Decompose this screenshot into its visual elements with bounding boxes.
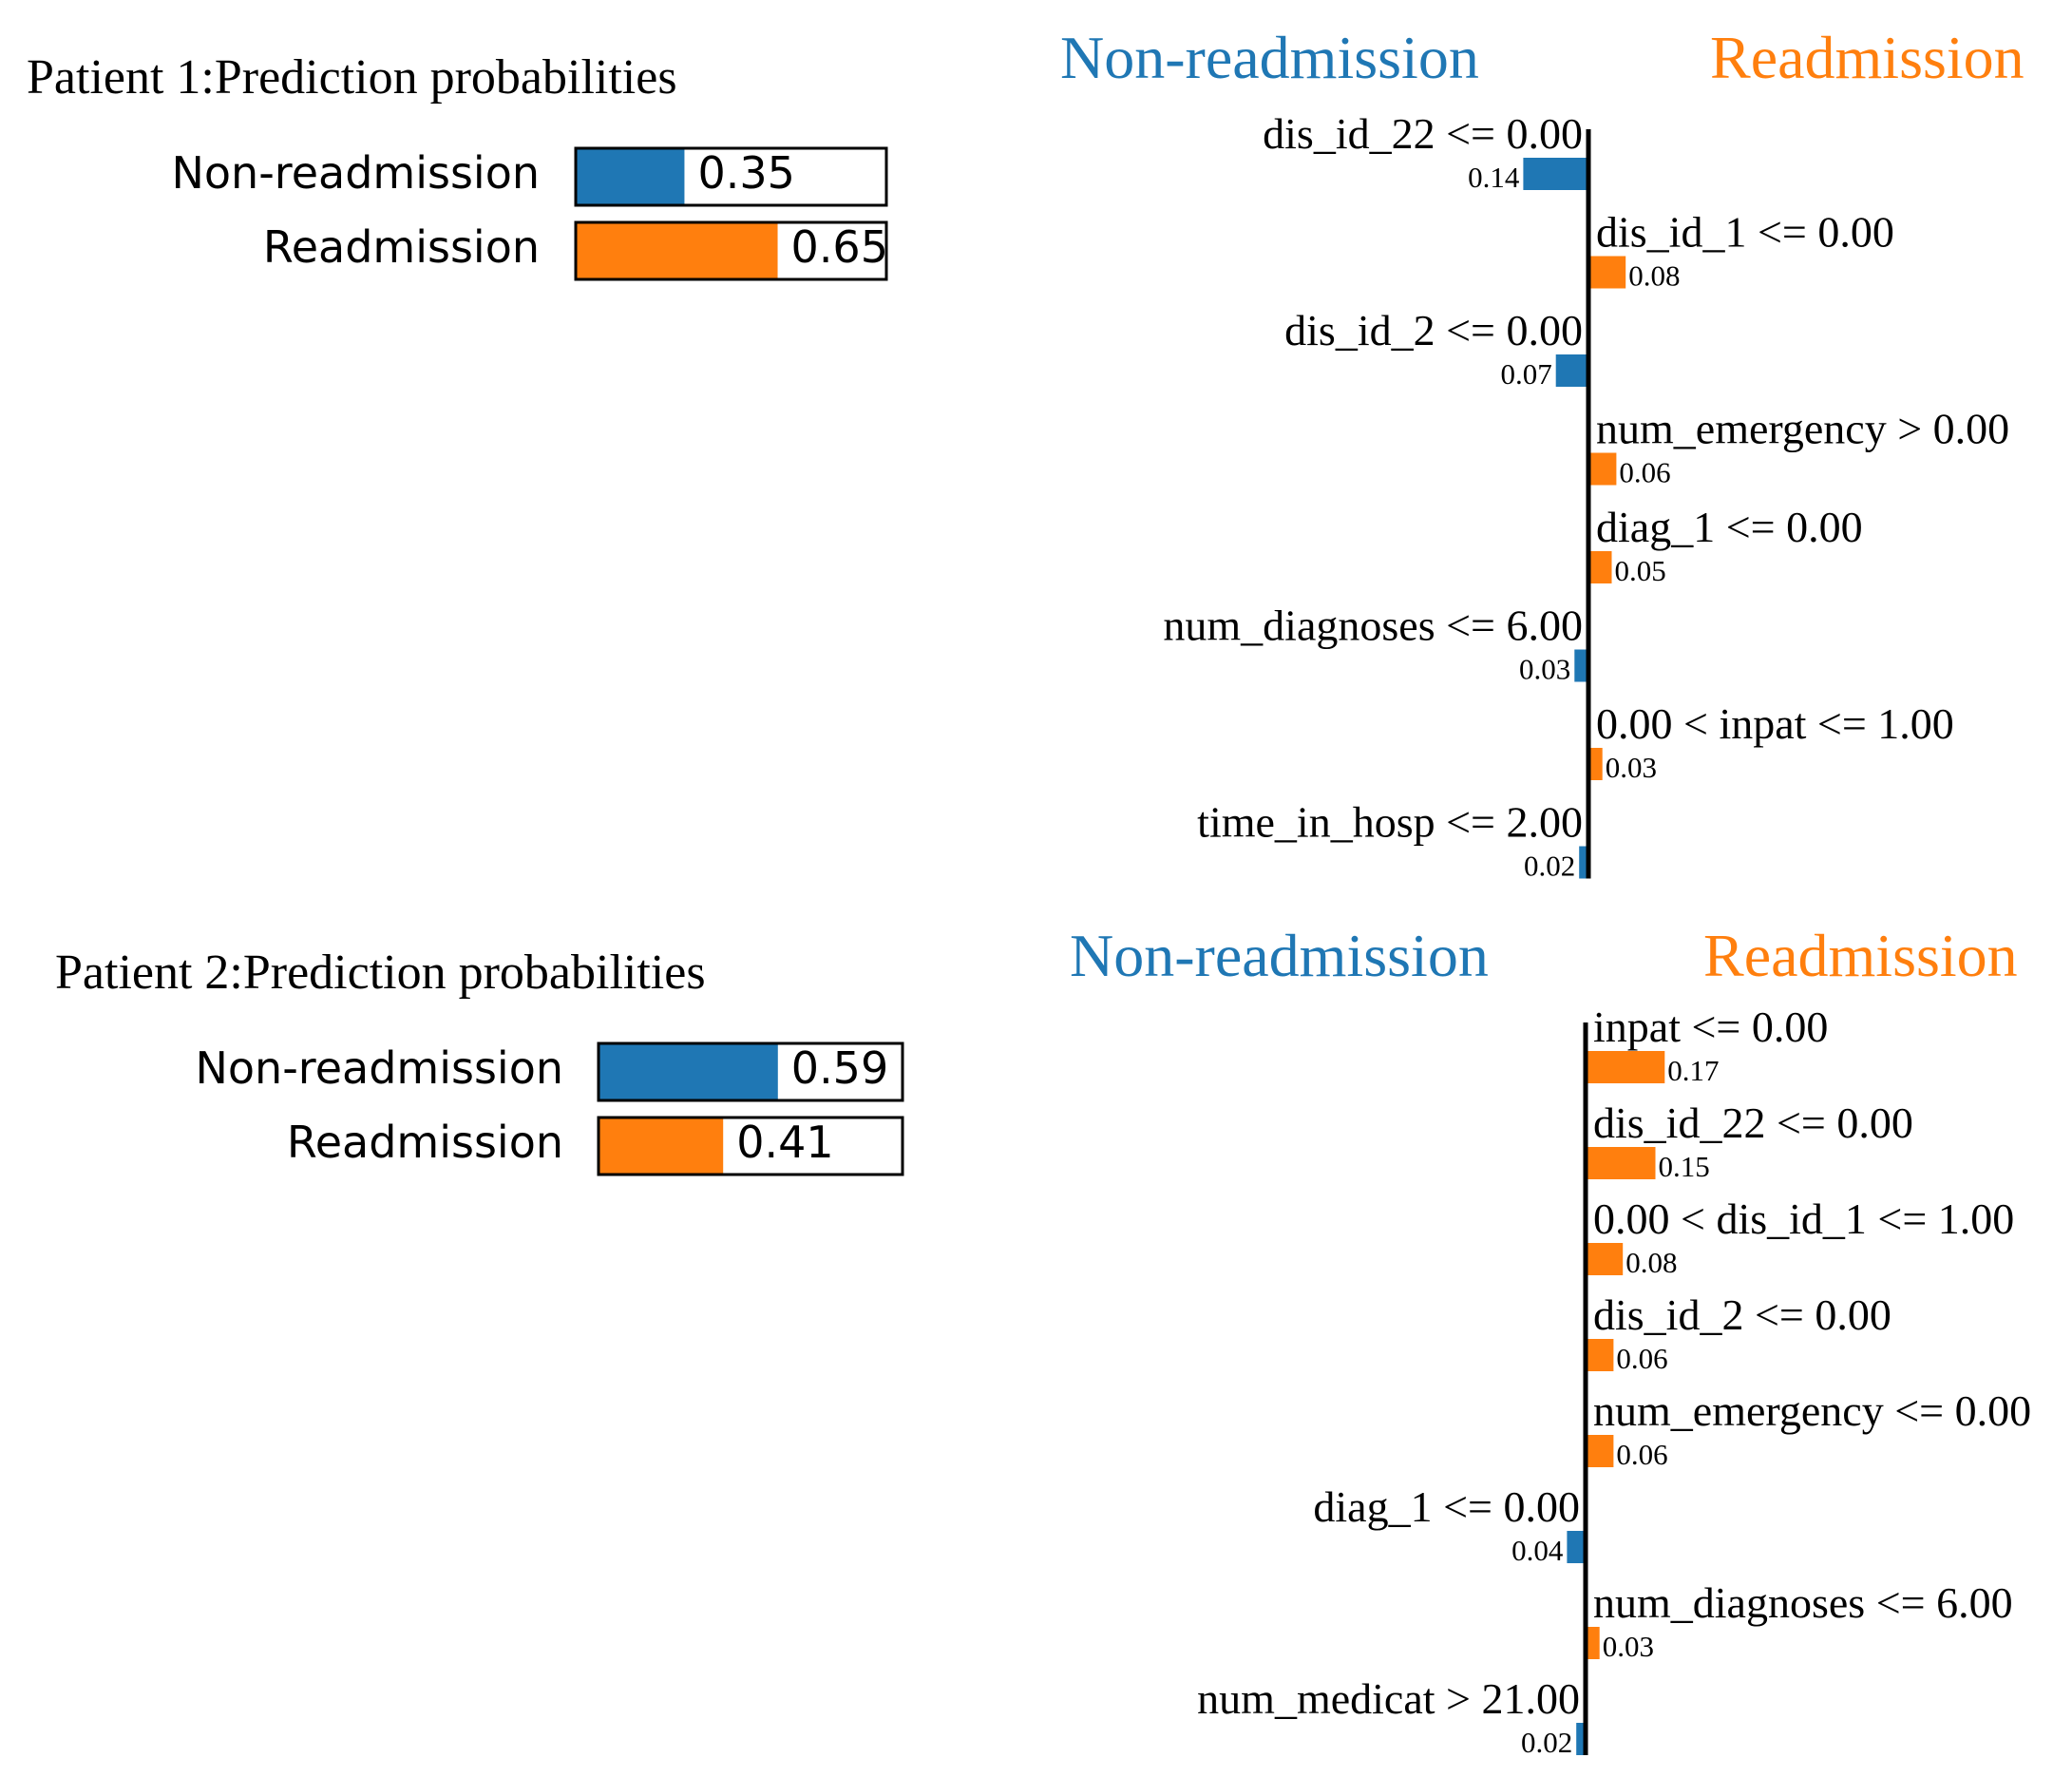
probability-value-label: 0.35 (697, 147, 794, 199)
probability-bar (599, 1044, 778, 1099)
feature-row: num_diagnoses <= 6.000.03 (1163, 602, 1588, 686)
feature-weight-value: 0.04 (1511, 1534, 1564, 1567)
probability-value-label: 0.59 (791, 1042, 888, 1094)
feature-row: diag_1 <= 0.000.04 (1313, 1482, 1586, 1567)
feature-row: dis_id_22 <= 0.000.14 (1263, 109, 1588, 194)
feature-condition-label: 0.00 < inpat <= 1.00 (1596, 699, 1954, 748)
feature-weight-value: 0.05 (1615, 554, 1666, 587)
feature-condition-label: num_diagnoses <= 6.00 (1163, 602, 1583, 650)
probability-bar (599, 1118, 724, 1174)
feature-weight-bar (1588, 551, 1612, 583)
feature-row: time_in_hosp <= 2.000.02 (1197, 798, 1588, 883)
feature-weight-bar (1586, 1051, 1665, 1083)
positive-class-heading: Readmission (1703, 922, 2018, 989)
feature-row: diag_1 <= 0.000.05 (1588, 503, 1863, 587)
feature-condition-label: diag_1 <= 0.00 (1313, 1482, 1580, 1531)
feature-row: dis_id_2 <= 0.000.07 (1284, 306, 1588, 391)
feature-weight-bar (1586, 1243, 1624, 1275)
feature-weight-value: 0.17 (1667, 1054, 1719, 1087)
feature-row: num_diagnoses <= 6.000.03 (1586, 1578, 2013, 1663)
positive-class-heading: Readmission (1710, 24, 2024, 91)
feature-row: num_emergency <= 0.000.06 (1586, 1386, 2031, 1471)
probability-bar (577, 223, 778, 278)
feature-row: num_emergency > 0.000.06 (1588, 405, 2009, 489)
feature-weight-value: 0.08 (1628, 259, 1680, 293)
panel-title: Patient 1:Prediction probabilities (27, 50, 677, 105)
feature-weight-value: 0.06 (1619, 456, 1670, 489)
feature-weight-value: 0.06 (1616, 1342, 1667, 1375)
feature-weight-value: 0.14 (1468, 161, 1520, 194)
feature-weight-bar (1586, 1339, 1614, 1371)
feature-weight-bar (1586, 1147, 1656, 1179)
feature-row: 0.00 < dis_id_1 <= 1.000.08 (1586, 1194, 2014, 1279)
feature-condition-label: 0.00 < dis_id_1 <= 1.00 (1593, 1194, 2014, 1243)
feature-condition-label: dis_id_2 <= 0.00 (1284, 306, 1583, 354)
feature-row: num_medicat > 21.000.02 (1197, 1674, 1586, 1759)
panel-title: Patient 2:Prediction probabilities (55, 946, 706, 1000)
feature-weight-value: 0.07 (1500, 357, 1551, 391)
feature-weight-bar (1588, 256, 1626, 289)
feature-condition-label: diag_1 <= 0.00 (1596, 503, 1863, 551)
feature-weight-value: 0.06 (1616, 1438, 1667, 1471)
feature-condition-label: inpat <= 0.00 (1593, 1003, 1828, 1051)
feature-condition-label: dis_id_22 <= 0.00 (1593, 1099, 1913, 1147)
class-label-readmission: Readmission (263, 221, 540, 273)
feature-weight-value: 0.03 (1606, 751, 1657, 784)
feature-condition-label: dis_id_1 <= 0.00 (1596, 208, 1894, 257)
probability-bar (577, 149, 685, 204)
feature-weight-bar (1555, 354, 1588, 387)
feature-weight-bar (1523, 158, 1588, 190)
feature-weight-bar (1574, 649, 1588, 682)
feature-weight-value: 0.03 (1519, 653, 1570, 686)
feature-weight-bar (1586, 1435, 1614, 1467)
class-label-readmission: Readmission (287, 1117, 563, 1168)
feature-condition-label: num_emergency <= 0.00 (1593, 1386, 2031, 1435)
class-label-non-readmission: Non-readmission (172, 147, 541, 199)
class-label-non-readmission: Non-readmission (196, 1042, 564, 1094)
feature-condition-label: num_emergency > 0.00 (1596, 405, 2009, 453)
feature-weight-bar (1588, 452, 1617, 486)
feature-row: 0.00 < inpat <= 1.000.03 (1588, 699, 1954, 784)
probability-value-label: 0.65 (791, 221, 888, 273)
negative-class-heading: Non-readmission (1070, 922, 1489, 989)
feature-weight-bar (1579, 846, 1588, 879)
feature-weight-bar (1586, 1627, 1600, 1659)
feature-row: dis_id_1 <= 0.000.08 (1588, 208, 1894, 293)
probability-panel-2: Patient 2:Prediction probabilities Non-re… (55, 946, 904, 1176)
negative-class-heading: Non-readmission (1060, 24, 1479, 91)
feature-condition-label: dis_id_22 <= 0.00 (1263, 109, 1583, 158)
feature-weight-value: 0.08 (1625, 1246, 1677, 1279)
feature-weights-panel-1: Non-readmission Readmission dis_id_22 <= 0… (1060, 24, 2024, 883)
probability-panel-0: Patient 1:Prediction probabilities Non-re… (27, 50, 888, 281)
feature-weight-bar (1567, 1531, 1586, 1563)
feature-weight-bar (1576, 1723, 1586, 1755)
feature-row: dis_id_2 <= 0.000.06 (1586, 1290, 1891, 1375)
feature-weight-value: 0.02 (1524, 850, 1575, 883)
feature-weight-value: 0.03 (1603, 1630, 1654, 1663)
feature-row: dis_id_22 <= 0.000.15 (1586, 1099, 1913, 1183)
feature-weight-value: 0.15 (1659, 1150, 1710, 1183)
feature-weight-bar (1588, 748, 1603, 780)
probability-value-label: 0.41 (736, 1117, 833, 1168)
feature-condition-label: num_diagnoses <= 6.00 (1593, 1578, 2013, 1627)
feature-condition-label: time_in_hosp <= 2.00 (1197, 798, 1583, 847)
feature-weight-value: 0.02 (1521, 1726, 1572, 1759)
feature-row: inpat <= 0.000.17 (1586, 1003, 1828, 1087)
feature-condition-label: dis_id_2 <= 0.00 (1593, 1290, 1891, 1339)
feature-condition-label: num_medicat > 21.00 (1197, 1674, 1580, 1723)
